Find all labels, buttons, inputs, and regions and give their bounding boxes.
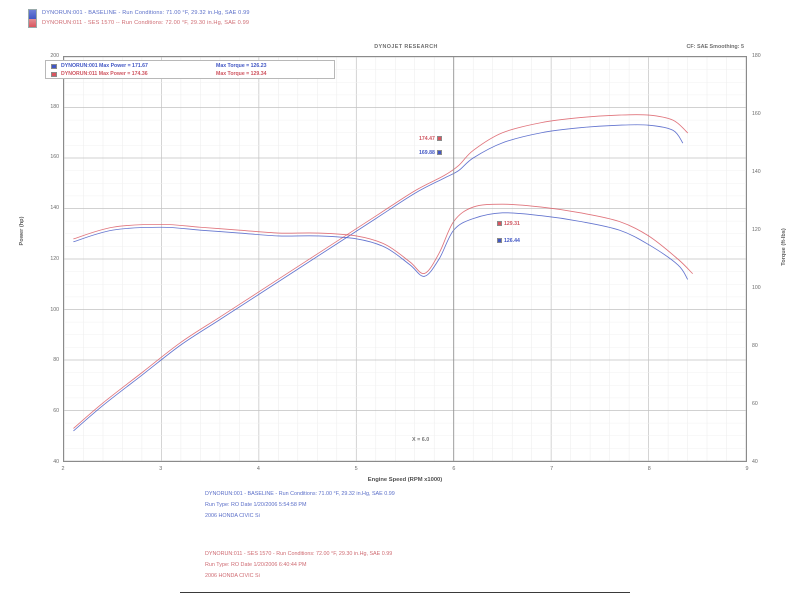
- y-tick-right: 40: [752, 458, 758, 465]
- y-tick-left: 140: [50, 205, 59, 212]
- y-tick-left: 40: [53, 458, 59, 465]
- cursor-x-readout: X = 6.0: [412, 437, 430, 443]
- chart-grid-and-curves: [64, 57, 746, 461]
- legend-swatch-run-b: [51, 71, 57, 77]
- peak-torque-red-callout: 129.31: [497, 221, 520, 227]
- y-tick-left: 100: [50, 306, 59, 313]
- y-tick-left: 180: [50, 103, 59, 110]
- y-tick-left: 200: [50, 52, 59, 59]
- run-b-info-block: DYNORUN:011 - SES 1570 - Run Conditions:…: [205, 549, 625, 582]
- y-tick-right: 160: [752, 110, 761, 117]
- y-tick-right: 180: [752, 52, 761, 59]
- x-tick: 4: [256, 466, 260, 472]
- legend-swatch-run-a: [51, 63, 57, 69]
- x-tick: 8: [647, 466, 651, 472]
- peak-torque-blue-callout: 126.44: [497, 238, 520, 244]
- run-legend[interactable]: DYNORUN:001 Max Power = 171.67 Max Torqu…: [45, 60, 335, 79]
- y-tick-left: 80: [53, 357, 59, 364]
- run-a-info-line: 2006 HONDA CIVIC Si: [205, 513, 260, 519]
- run-a-info-block: DYNORUN:001 - BASELINE - Run Conditions:…: [205, 489, 625, 522]
- y-tick-right: 80: [752, 342, 758, 349]
- x-tick: 6: [452, 466, 456, 472]
- dyno-plot-area[interactable]: DYNOJET RESEARCH CF: SAE Smoothing: 5: [63, 44, 747, 462]
- x-axis-label: Engine Speed (RPM x1000): [367, 477, 443, 483]
- legend-torque-run-a: Max Torque = 126.23: [216, 62, 267, 69]
- y-tick-right: 140: [752, 168, 761, 175]
- x-tick: 2: [61, 466, 65, 472]
- run-a-info-line: DYNORUN:001 - BASELINE - Run Conditions:…: [205, 491, 395, 497]
- run-a-info-line: Run Type: RO Date 1/20/2006 5:54:58 PM: [205, 502, 307, 508]
- legend-torque-run-b: Max Torque = 129.34: [216, 70, 267, 77]
- run-color-swatch-stack: [28, 9, 37, 28]
- legend-power-run-b: DYNORUN:011 Max Power = 174.36: [61, 70, 148, 77]
- run-a-swatch: [29, 10, 36, 19]
- peak-power-red-callout: 174.47: [419, 136, 442, 142]
- run-b-info-line: DYNORUN:011 - SES 1570 - Run Conditions:…: [205, 551, 393, 557]
- run-b-header-summary: DYNORUN:011 - SES 1570 -- Run Conditions…: [42, 20, 250, 26]
- run-a-header-summary: DYNORUN:001 - BASELINE - Run Conditions:…: [42, 10, 250, 16]
- x-tick: 7: [550, 466, 554, 472]
- y-tick-right: 60: [752, 400, 758, 407]
- y-tick-left: 120: [50, 255, 59, 262]
- run-header-strip: DYNORUN:001 - BASELINE - Run Conditions:…: [0, 0, 800, 36]
- y-tick-right: 100: [752, 284, 761, 291]
- x-tick: 9: [745, 466, 749, 472]
- run-b-info-line: Run Type: RO Date 1/20/2006 6:40:44 PM: [205, 562, 307, 568]
- footer-divider: [180, 592, 630, 593]
- legend-row: DYNORUN:011 Max Power = 174.36 Max Torqu…: [48, 70, 332, 78]
- run-b-swatch: [29, 18, 36, 27]
- run-b-info-line: 2006 HONDA CIVIC Si: [205, 573, 260, 579]
- legend-power-run-a: DYNORUN:001 Max Power = 171.67: [61, 62, 148, 69]
- x-tick: 5: [354, 466, 358, 472]
- peak-power-blue-callout: 169.88: [419, 150, 442, 156]
- x-tick: 3: [159, 466, 163, 472]
- y-tick-left: 60: [53, 408, 59, 415]
- smoothing-note: CF: SAE Smoothing: 5: [686, 44, 745, 50]
- y-tick-left: 160: [50, 154, 59, 161]
- y-axis-label-power: Power (hp): [19, 216, 25, 246]
- y-axis-label-torque: Torque (ft-lbs): [781, 228, 787, 266]
- y-tick-right: 120: [752, 226, 761, 233]
- legend-row: DYNORUN:001 Max Power = 171.67 Max Torqu…: [48, 62, 332, 70]
- chart-title: DYNOJET RESEARCH: [374, 44, 438, 50]
